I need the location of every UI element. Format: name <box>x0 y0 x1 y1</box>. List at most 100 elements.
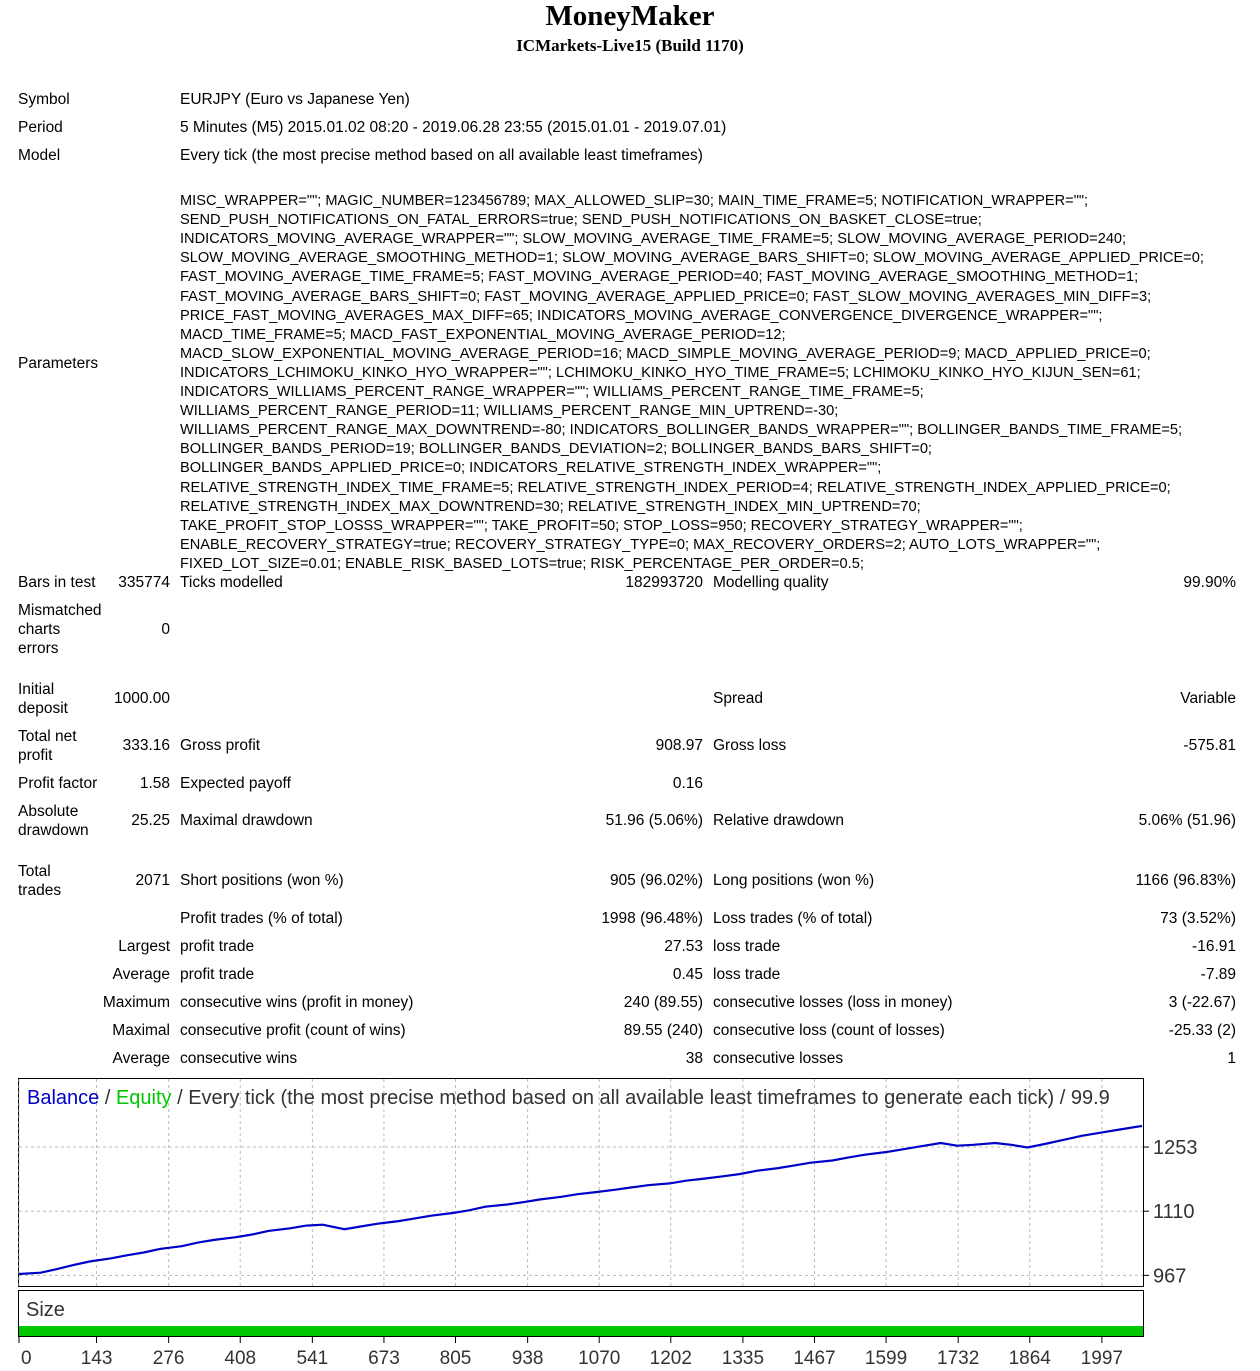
period-label: Period <box>18 119 63 136</box>
ticks-value: 182993720 <box>625 574 703 591</box>
y-tick-label: 1253 <box>1153 1137 1198 1159</box>
period-value: 5 Minutes (M5) 2015.01.02 08:20 - 2019.0… <box>180 119 727 136</box>
largest-profit-label: profit trade <box>180 938 255 955</box>
bars-label: Bars in test <box>18 574 96 591</box>
largest-label: Largest <box>118 938 170 955</box>
ticks-label: Ticks modelled <box>180 574 283 591</box>
avg-consec-wins-value: 38 <box>685 1050 703 1067</box>
profit-trades-label: Profit trades (% of total) <box>180 910 343 927</box>
short-label: Short positions (won %) <box>180 872 344 889</box>
x-tick-label: 1070 <box>578 1348 620 1368</box>
parameter-line: TAKE_PROFIT_STOP_LOSSS_WRAPPER=""; TAKE_… <box>180 517 1023 534</box>
model-label: Model <box>18 147 61 164</box>
avg-consec-losses-label: consecutive losses <box>713 1050 844 1067</box>
mismatch-label-2: charts <box>18 621 61 638</box>
parameter-line: MACD_SLOW_EXPONENTIAL_MOVING_AVERAGE_PER… <box>180 345 1151 362</box>
x-tick-label: 805 <box>440 1348 472 1368</box>
quality-value: 99.90% <box>1183 574 1236 591</box>
deposit-value: 1000.00 <box>113 690 170 707</box>
grossprofit-label: Gross profit <box>180 737 261 754</box>
size-bar-fill <box>19 1326 1143 1336</box>
report-subtitle: ICMarkets-Live15 (Build 1170) <box>516 36 744 55</box>
largest-loss-value: -16.91 <box>1192 938 1236 955</box>
profit-trades-value: 1998 (96.48%) <box>601 910 703 927</box>
grossprofit-value: 908.97 <box>655 737 703 754</box>
parameter-line: INDICATORS_WILLIAMS_PERCENT_RANGE_WRAPPE… <box>180 384 924 401</box>
series-balance-line <box>18 1124 1143 1276</box>
largest-loss-label: loss trade <box>713 938 781 955</box>
model-value: Every tick (the most precise method base… <box>180 147 703 164</box>
deposit-label-1: Initial <box>18 681 55 698</box>
pf-value: 1.58 <box>139 775 170 792</box>
quality-label: Modelling quality <box>713 574 829 591</box>
trades-label-2: trades <box>18 882 62 899</box>
legend-balance: Balance <box>27 1087 99 1109</box>
symbol-label: Symbol <box>18 91 70 108</box>
maximal-label: Maximal <box>112 1022 170 1039</box>
parameter-line: FIXED_LOT_SIZE=0.01; ENABLE_RISK_BASED_L… <box>180 555 864 572</box>
maximal-consec-profit-label: consecutive profit (count of wins) <box>180 1022 406 1039</box>
grossloss-value: -575.81 <box>1183 737 1236 754</box>
size-label: Size <box>26 1299 65 1321</box>
parameters-value: MISC_WRAPPER=""; MAGIC_NUMBER=123456789;… <box>180 173 1204 593</box>
parameter-line: MISC_WRAPPER=""; MAGIC_NUMBER=123456789;… <box>180 193 1089 210</box>
y-tick-label: 967 <box>1153 1265 1186 1287</box>
grossloss-label: Gross loss <box>713 737 787 754</box>
legend-equity: Equity <box>116 1087 172 1109</box>
loss-trades-label: Loss trades (% of total) <box>713 910 873 927</box>
report-title: MoneyMaker <box>545 0 715 32</box>
x-tick-label: 276 <box>153 1348 185 1368</box>
legend-rest: / Every tick (the most precise method ba… <box>172 1087 1110 1109</box>
average-label: Average <box>112 966 170 983</box>
parameter-line: RELATIVE_STRENGTH_INDEX_TIME_FRAME=5; RE… <box>180 479 1171 496</box>
long-value: 1166 (96.83%) <box>1135 872 1236 889</box>
x-tick-label: 1732 <box>937 1348 979 1368</box>
average-consec-label: Average <box>112 1050 170 1067</box>
maxdd-value: 51.96 (5.06%) <box>605 812 703 829</box>
parameter-line: SEND_PUSH_NOTIFICATIONS_ON_FATAL_ERRORS=… <box>180 212 982 229</box>
x-tick-label: 1864 <box>1009 1348 1052 1368</box>
chart-legend: Balance / Equity / Every tick (the most … <box>27 1087 1110 1109</box>
netprofit-value: 333.16 <box>122 737 170 754</box>
short-value: 905 (96.02%) <box>609 872 703 889</box>
symbol-value: EURJPY (Euro vs Japanese Yen) <box>180 91 410 108</box>
x-tick-label: 408 <box>224 1348 256 1368</box>
ep-label: Expected payoff <box>180 775 291 792</box>
long-label: Long positions (won %) <box>713 872 875 889</box>
parameter-line: BOLLINGER_BANDS_APPLIED_PRICE=0; INDICAT… <box>180 460 882 477</box>
parameter-line: BOLLINGER_BANDS_PERIOD=19; BOLLINGER_BAN… <box>180 441 932 458</box>
avg-consec-losses-value: 1 <box>1227 1050 1236 1067</box>
absdd-label-2: drawdown <box>18 822 89 839</box>
bars-value: 335774 <box>118 574 170 591</box>
average-loss-value: -7.89 <box>1200 966 1236 983</box>
avg-consec-wins-label: consecutive wins <box>180 1050 298 1067</box>
maxdd-label: Maximal drawdown <box>180 812 313 829</box>
x-tick-label: 541 <box>297 1348 329 1368</box>
ep-value: 0.16 <box>672 775 703 792</box>
mismatch-value: 0 <box>161 621 170 638</box>
average-profit-value: 0.45 <box>672 966 703 983</box>
max-consec-losses-label: consecutive losses (loss in money) <box>713 994 953 1011</box>
x-tick-label: 1599 <box>865 1348 907 1368</box>
deposit-label-2: deposit <box>18 700 68 717</box>
netprofit-label-2: profit <box>18 747 53 764</box>
size-bars <box>19 1326 1143 1336</box>
maximal-consec-loss-value: -25.33 (2) <box>1168 1022 1236 1039</box>
absdd-label-1: Absolute <box>18 803 79 820</box>
balance-equity-chart: Balance / Equity / Every tick (the most … <box>18 1078 1198 1368</box>
spread-label: Spread <box>713 690 763 707</box>
parameter-line: INDICATORS_LCHIMOKU_KINKO_HYO_WRAPPER=""… <box>180 364 1141 381</box>
absdd-value: 25.25 <box>131 812 170 829</box>
pf-label: Profit factor <box>18 775 98 792</box>
x-tick-label: 1997 <box>1081 1348 1123 1368</box>
spread-value: Variable <box>1180 690 1236 707</box>
chart-lines <box>18 1124 1143 1276</box>
mismatch-label-1: Mismatched <box>18 602 102 619</box>
maximum-label: Maximum <box>102 994 170 1011</box>
maximal-consec-profit-value: 89.55 (240) <box>623 1022 703 1039</box>
parameter-line: FAST_MOVING_AVERAGE_BARS_SHIFT=0; FAST_M… <box>180 288 1152 305</box>
netprofit-label-1: Total net <box>18 728 77 745</box>
largest-profit-value: 27.53 <box>664 938 703 955</box>
parameter-line: FAST_MOVING_AVERAGE_TIME_FRAME=5; FAST_M… <box>180 269 1139 286</box>
parameter-line: WILLIAMS_PERCENT_RANGE_MAX_DOWNTREND=-80… <box>180 422 1183 439</box>
